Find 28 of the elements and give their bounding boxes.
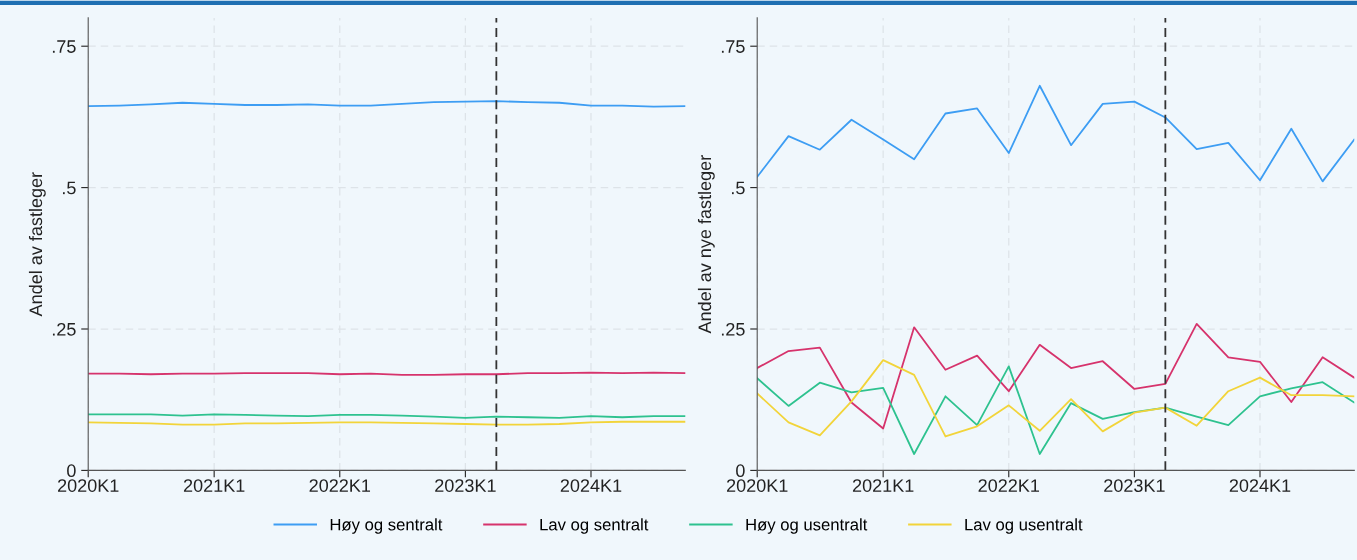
y-tick-label: .5 [731,181,745,195]
y-tick-label: .25 [52,322,76,336]
line-series [757,359,1355,438]
x-tick-label: 2023K1 [435,479,496,492]
legend-label: Lav og sentralt [540,518,649,534]
x-tick-label: 2020K1 [57,479,119,492]
y-tick-label: .75 [721,40,745,53]
legend-label: Høy og sentralt [330,518,443,534]
y-axis-title: Andel av fastleger [28,172,46,317]
y-tick-label: .25 [721,322,745,336]
x-tick-label: 2020K1 [726,479,788,492]
x-tick-label: 2021K1 [852,479,914,492]
x-tick-label: 2024K1 [560,479,622,492]
x-tick-label: 2024K1 [1229,479,1291,492]
x-tick-label: 2021K1 [183,479,245,492]
legend-label: Høy og usentralt [746,518,868,534]
x-tick-label: 2022K1 [309,479,371,492]
legend-label: Lav og usentralt [965,518,1083,534]
x-tick-label: 2022K1 [978,479,1040,492]
x-tick-label: 2023K1 [1104,479,1165,492]
line-series [757,323,1355,430]
y-axis-title: Andel av nye fastleger [697,155,715,334]
line-series [757,365,1355,455]
y-tick-label: 0 [67,464,76,478]
line-series [757,84,1355,183]
y-tick-label: .75 [52,40,76,53]
y-tick-label: 0 [736,464,745,478]
y-tick-label: .5 [62,181,76,195]
